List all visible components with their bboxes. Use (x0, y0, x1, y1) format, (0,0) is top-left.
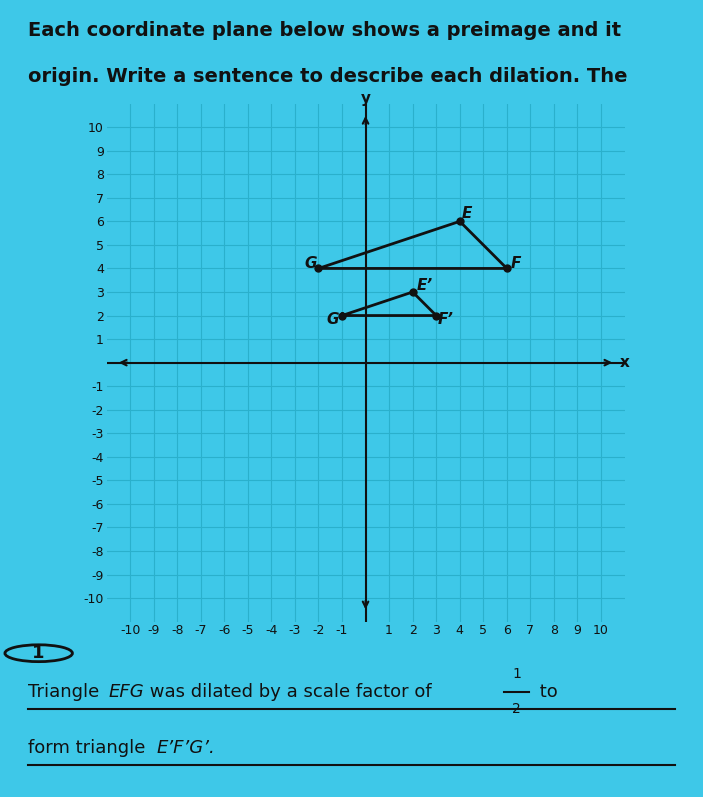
Text: to: to (534, 683, 558, 701)
Text: y: y (361, 91, 370, 106)
Text: G’: G’ (327, 312, 345, 327)
Text: EFG: EFG (109, 683, 145, 701)
Text: Triangle: Triangle (28, 683, 105, 701)
Text: G: G (304, 257, 317, 272)
Text: 1: 1 (512, 667, 521, 681)
Text: form triangle: form triangle (28, 739, 151, 757)
Text: 1: 1 (32, 644, 45, 662)
Text: was dilated by a scale factor of: was dilated by a scale factor of (144, 683, 432, 701)
Text: x: x (620, 355, 630, 370)
Text: F’: F’ (437, 312, 453, 327)
Text: F: F (510, 257, 521, 272)
Text: E’F’G’.: E’F’G’. (156, 739, 215, 757)
Text: E: E (462, 206, 472, 221)
Text: 2: 2 (512, 702, 521, 717)
Text: Each coordinate plane below shows a preimage and it: Each coordinate plane below shows a prei… (28, 21, 621, 40)
Text: E’: E’ (416, 277, 432, 292)
Text: origin. Write a sentence to describe each dilation. The: origin. Write a sentence to describe eac… (28, 68, 628, 86)
